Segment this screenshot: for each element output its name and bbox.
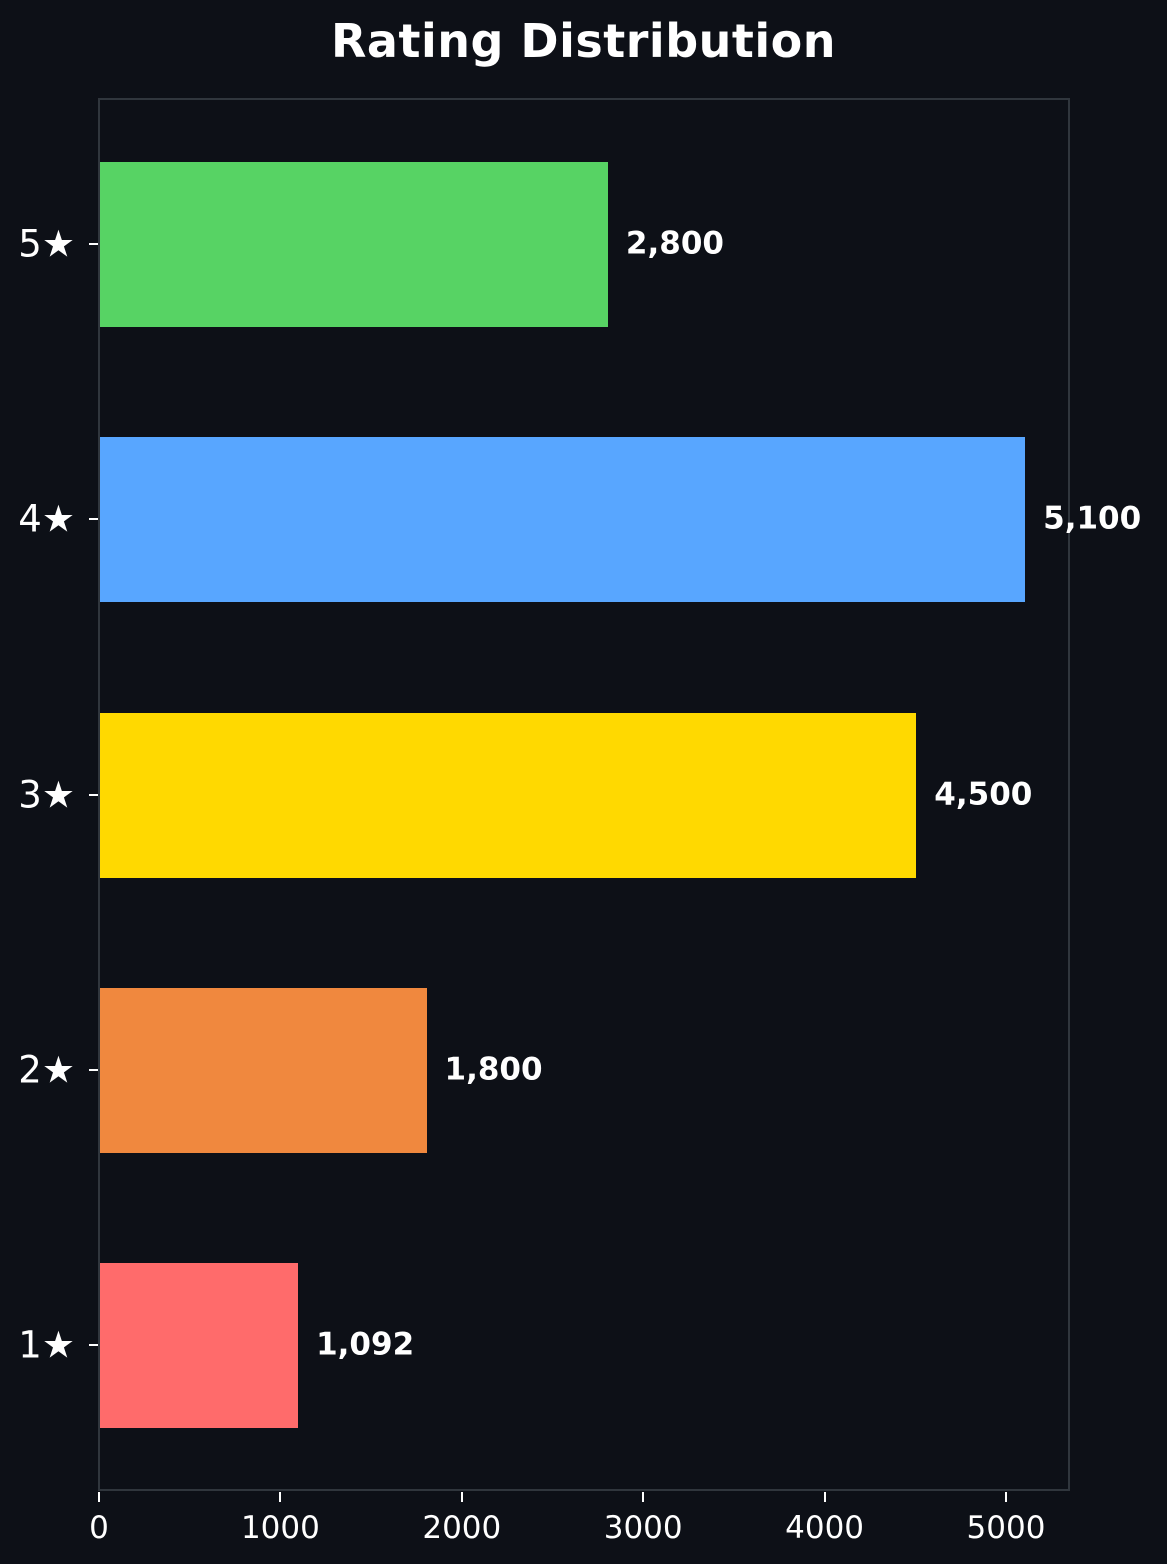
y-tick (89, 243, 98, 245)
y-tick (89, 794, 98, 796)
bar-2-star (100, 988, 427, 1153)
bar-value-label: 4,500 (934, 776, 1033, 813)
x-tick (279, 1492, 282, 1502)
x-tick (642, 1492, 645, 1502)
y-axis-label: 2★ (18, 1048, 75, 1092)
x-tick-label: 4000 (785, 1510, 865, 1546)
x-tick (1005, 1492, 1007, 1502)
bar-value-label: 2,800 (625, 225, 724, 262)
x-tick (460, 1492, 463, 1502)
bar-value-label: 1,092 (316, 1326, 415, 1363)
bar-3-star (100, 713, 917, 878)
x-tick (823, 1492, 826, 1502)
y-tick (89, 1069, 98, 1071)
y-tick (89, 518, 98, 520)
x-tick-label: 3000 (603, 1510, 683, 1546)
chart-title: Rating Distribution (331, 14, 836, 68)
bar-4-star (100, 437, 1026, 602)
x-tick-label: 0 (89, 1510, 109, 1546)
x-tick (98, 1492, 100, 1502)
x-tick-label: 5000 (966, 1510, 1046, 1546)
y-axis-label: 5★ (18, 222, 75, 266)
y-axis-label: 1★ (18, 1323, 75, 1367)
x-tick-label: 1000 (240, 1510, 320, 1546)
bar-1-star (100, 1263, 299, 1428)
plot-area (98, 98, 1070, 1491)
bar-value-label: 5,100 (1043, 500, 1142, 537)
x-tick-label: 2000 (422, 1510, 502, 1546)
bar-value-label: 1,800 (444, 1051, 543, 1088)
bar-5-star (100, 162, 608, 327)
y-axis-label: 4★ (18, 497, 75, 541)
y-axis-label: 3★ (18, 773, 75, 817)
y-tick (89, 1344, 98, 1346)
